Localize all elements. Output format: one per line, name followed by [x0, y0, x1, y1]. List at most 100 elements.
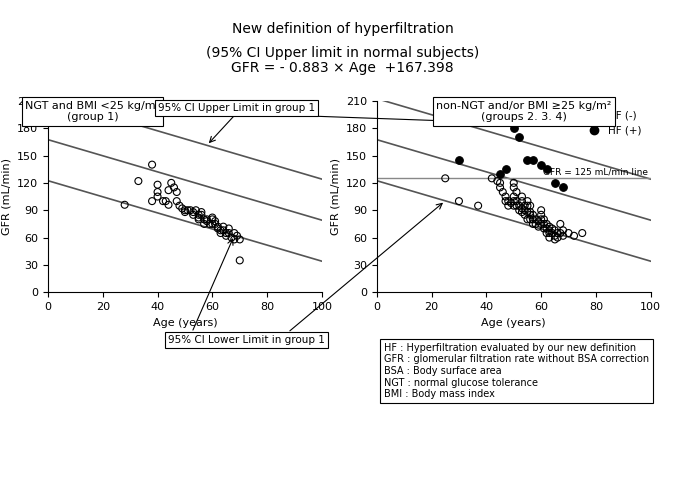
Point — [522, 208, 533, 216]
Point — [516, 193, 527, 201]
Point — [547, 229, 558, 237]
Point — [536, 211, 547, 219]
Point — [514, 202, 525, 210]
Point — [215, 226, 226, 234]
Point — [218, 223, 229, 231]
Point — [119, 201, 130, 209]
Point — [508, 193, 519, 201]
Point — [188, 208, 199, 216]
Point — [193, 215, 204, 223]
Text: HF : Hyperfiltration evaluated by our new definition
GFR : glomerular filtration: HF : Hyperfiltration evaluated by our ne… — [384, 343, 649, 399]
Point — [549, 226, 560, 234]
Y-axis label: GFR (mL/min): GFR (mL/min) — [330, 158, 340, 235]
Point — [182, 206, 193, 214]
Point — [514, 133, 525, 141]
Text: New definition of hyperfiltration: New definition of hyperfiltration — [232, 22, 453, 36]
Point — [147, 197, 158, 205]
Text: NGT and BMI <25 kg/m²
(group 1): NGT and BMI <25 kg/m² (group 1) — [25, 101, 160, 122]
Text: 95% CI Lower Limit in group 1: 95% CI Lower Limit in group 1 — [168, 335, 325, 345]
Point — [541, 165, 552, 173]
Point — [495, 170, 506, 178]
Legend: HF (-), HF (+): HF (-), HF (+) — [580, 106, 645, 140]
Point — [166, 179, 177, 187]
Point — [158, 197, 169, 205]
Point — [495, 179, 506, 187]
Point — [133, 177, 144, 185]
Point — [552, 229, 563, 237]
Point — [508, 183, 519, 192]
Point — [549, 179, 560, 187]
X-axis label: Age (years): Age (years) — [482, 318, 546, 328]
Point — [511, 197, 522, 205]
Point — [210, 220, 221, 228]
Point — [555, 220, 566, 228]
Point — [508, 197, 519, 205]
Point — [527, 211, 538, 219]
Text: (95% CI Upper limit in normal subjects): (95% CI Upper limit in normal subjects) — [206, 46, 479, 60]
Point — [506, 199, 516, 207]
Point — [160, 197, 171, 205]
Point — [199, 215, 210, 223]
Point — [544, 226, 555, 234]
Point — [495, 183, 506, 192]
Point — [503, 197, 514, 205]
Point — [500, 197, 511, 205]
Point — [196, 211, 207, 219]
Text: GFR = - 0.883 × Age  +167.398: GFR = - 0.883 × Age +167.398 — [231, 60, 453, 75]
Point — [536, 215, 547, 223]
Point — [558, 183, 569, 192]
Point — [196, 208, 207, 216]
Point — [226, 233, 237, 241]
Point — [514, 206, 525, 214]
Point — [234, 235, 245, 243]
Point — [558, 226, 569, 234]
Point — [492, 177, 503, 185]
Point — [210, 217, 221, 225]
Point — [549, 235, 560, 243]
Point — [552, 233, 563, 241]
Point — [453, 156, 464, 164]
Point — [171, 197, 182, 205]
Point — [522, 197, 533, 205]
Point — [440, 174, 451, 182]
Point — [541, 229, 552, 237]
Point — [147, 161, 158, 169]
Point — [525, 215, 536, 223]
Point — [544, 223, 555, 231]
Point — [511, 202, 522, 210]
Point — [223, 229, 234, 237]
Point — [519, 211, 530, 219]
Point — [525, 202, 536, 210]
Point — [511, 188, 522, 196]
Point — [533, 217, 544, 225]
Point — [516, 205, 527, 213]
Point — [473, 202, 484, 210]
Text: GFR = 125 mL/min line: GFR = 125 mL/min line — [543, 167, 648, 176]
Point — [221, 229, 232, 237]
Point — [516, 208, 527, 216]
Point — [530, 215, 541, 223]
Point — [201, 215, 212, 223]
Point — [522, 202, 533, 210]
Point — [541, 224, 552, 232]
Point — [169, 183, 179, 192]
Text: non-NGT and/or BMI ≥25 kg/m²
(groups 2. 3. 4): non-NGT and/or BMI ≥25 kg/m² (groups 2. … — [436, 101, 612, 122]
Point — [527, 156, 538, 164]
Point — [152, 193, 163, 201]
Point — [201, 217, 212, 225]
Point — [538, 220, 549, 228]
Point — [547, 224, 558, 232]
Point — [171, 188, 182, 196]
Point — [188, 211, 199, 219]
Point — [179, 208, 190, 216]
Point — [207, 220, 218, 228]
Point — [544, 229, 555, 237]
Point — [185, 206, 196, 214]
Point — [193, 214, 204, 222]
Point — [163, 201, 174, 209]
Y-axis label: GFR (mL/min): GFR (mL/min) — [1, 158, 12, 235]
Point — [555, 229, 566, 237]
Point — [536, 220, 547, 228]
Point — [558, 232, 569, 240]
Point — [527, 220, 538, 228]
